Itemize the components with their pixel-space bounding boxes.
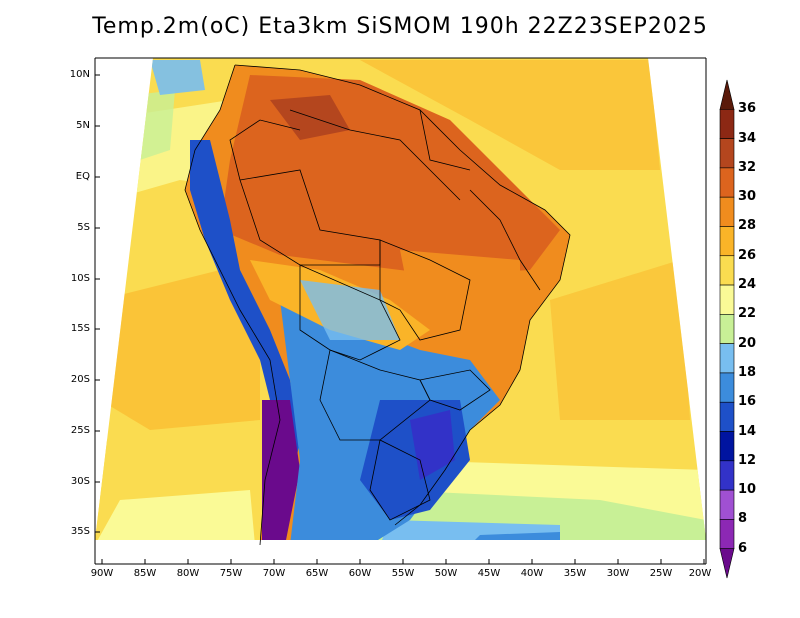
colorbar-label: 28 [738, 218, 757, 234]
colorbar-label: 34 [738, 130, 757, 146]
lat-label: 20S [70, 374, 90, 385]
lon-label: 35W [563, 568, 587, 579]
hot-spot-north [270, 95, 350, 140]
colorbar-segment [719, 196, 735, 227]
lon-label: 80W [176, 568, 200, 579]
colorbar-label: 8 [738, 511, 748, 527]
central-east [400, 250, 520, 330]
lon-label: 60W [348, 568, 372, 579]
lon-label: 20W [688, 568, 712, 579]
colorbar-segment [719, 431, 735, 462]
colorbar-segment [719, 460, 735, 491]
lon-label: 85W [133, 568, 157, 579]
colorbar-label: 20 [738, 335, 757, 351]
colorbar-label: 16 [738, 394, 757, 410]
colorbar-segment [719, 108, 735, 139]
lat-label: EQ [75, 171, 90, 182]
colorbar-label: 30 [738, 189, 757, 205]
lon-label: 50W [434, 568, 458, 579]
bolivia-cool [300, 280, 400, 340]
lon-label: 30W [606, 568, 630, 579]
colorbar-max-triangle [719, 79, 735, 110]
south-coldest [410, 410, 455, 480]
colorbar-label: 36 [738, 101, 757, 117]
colorbar-label: 10 [738, 482, 757, 498]
lat-label: 30S [70, 476, 90, 487]
colorbar-label: 24 [738, 277, 757, 293]
colorbar-segment [719, 138, 735, 169]
lon-label: 70W [262, 568, 286, 579]
lat-label: 10N [69, 69, 90, 80]
lat-label: 25S [70, 425, 90, 436]
colorbar-label: 14 [738, 423, 757, 439]
colorbar-label: 6 [738, 540, 748, 556]
lon-label: 45W [477, 568, 501, 579]
colorbar-segment [719, 314, 735, 344]
lat-label: 35S [70, 526, 90, 537]
lat-label: 15S [70, 323, 90, 334]
pacific-far-south [95, 490, 255, 540]
warm-ocean-north [360, 60, 660, 170]
lat-label: 5N [76, 120, 90, 131]
colorbar-label: 32 [738, 159, 757, 175]
colorbar-segment [719, 226, 735, 257]
colorbar-segment [719, 343, 735, 374]
colorbar-segment [719, 255, 735, 286]
country-borders [184, 64, 571, 546]
lon-label: 90W [90, 568, 114, 579]
atlantic-warm-patch [550, 260, 690, 420]
pacific-cool-patch [150, 60, 205, 95]
lat-ticks [95, 74, 100, 533]
colorbar-label: 26 [738, 247, 757, 263]
hot-spot-amazon [290, 160, 380, 230]
lon-label: 65W [305, 568, 329, 579]
lon-ticks [101, 559, 705, 564]
atlantic-south-deep [470, 532, 560, 540]
lon-label: 75W [219, 568, 243, 579]
colorbar-label: 12 [738, 452, 757, 468]
colorbar-segment [719, 284, 735, 315]
lat-label: 10S [70, 273, 90, 284]
colorbar-label: 18 [738, 364, 757, 380]
colorbar-segment [719, 167, 735, 198]
colorbar-label: 22 [738, 306, 757, 322]
pacific-warm-patch [100, 260, 260, 430]
lat-label: 5S [77, 222, 90, 233]
colorbar-segment [719, 519, 735, 550]
colorbar-segment [719, 372, 735, 403]
colorbar-segment [719, 401, 735, 432]
colorbar-segment [719, 489, 735, 520]
colorbar-min-triangle [719, 548, 735, 579]
lon-label: 40W [520, 568, 544, 579]
lon-label: 55W [391, 568, 415, 579]
map-title: Temp.2m(oC) Eta3km SiSMOM 190h 22Z23SEP2… [92, 14, 708, 39]
lon-label: 25W [649, 568, 673, 579]
andes-cold [262, 400, 300, 540]
